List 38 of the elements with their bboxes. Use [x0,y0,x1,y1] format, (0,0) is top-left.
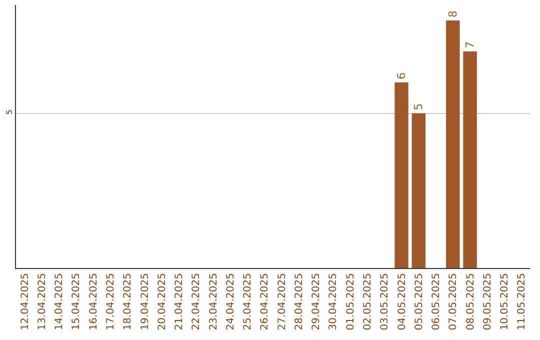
x-tick-label: 24.04.2025 [225,273,236,330]
x-tick-label: 29.04.2025 [311,273,322,330]
x-tick-label: 16.04.2025 [88,273,100,330]
x-tick-label: 26.04.2025 [260,273,271,330]
x-tick-label: 20.04.2025 [156,273,168,330]
x-tick-label: 14.04.2025 [54,273,66,330]
x-tick-label: 07.05.2025 [448,273,460,330]
x-tick-label: 10.05.2025 [500,273,511,330]
bar [446,20,460,268]
x-tick-label: 21.04.2025 [174,273,186,330]
bar [463,51,477,268]
x-tick-label: 25.04.2025 [242,273,254,330]
data-label: 8 [446,10,460,18]
x-tick-label: 12.04.2025 [20,273,31,330]
x-tick-label: 02.05.2025 [362,273,374,330]
bar [412,113,426,268]
x-tick-label: 15.04.2025 [71,273,82,330]
bar [394,82,408,268]
x-tick-label: 22.04.2025 [191,273,202,330]
x-tick-label: 28.04.2025 [294,273,305,330]
x-tick-label: 05.05.2025 [414,273,425,330]
x-tick-label: 01.05.2025 [345,273,356,330]
data-label: 6 [395,72,408,80]
x-tick-label: 23.04.2025 [208,273,220,330]
x-tick-label: 08.05.2025 [465,273,476,330]
x-tick-label: 19.04.2025 [140,273,151,330]
x-tick-label: 03.05.2025 [380,273,391,330]
x-tick-label: 06.05.2025 [431,273,442,330]
x-tick-label: 13.04.2025 [36,273,48,330]
x-tick-label: 04.05.2025 [396,273,408,330]
x-tick-label: 09.05.2025 [482,273,494,330]
data-label: 7 [464,41,477,48]
x-tick-label: 17.04.2025 [105,273,116,330]
x-tick-label: 27.04.2025 [276,273,288,330]
x-tick-label: 11.05.2025 [516,273,528,330]
data-label: 5 [412,103,426,110]
x-tick-label: 30.04.2025 [328,273,340,330]
x-tick-label: 18.04.2025 [122,273,134,330]
